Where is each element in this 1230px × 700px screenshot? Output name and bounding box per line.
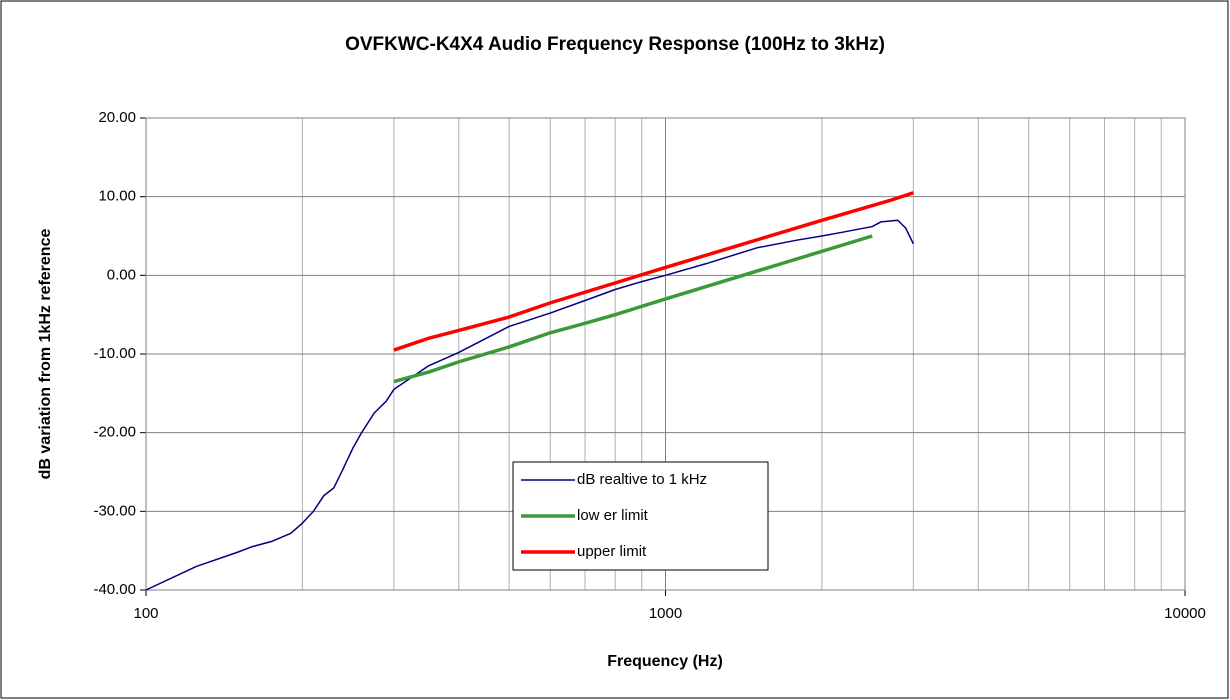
y-tick-label: -30.00 [93, 502, 136, 519]
y-tick-label: -40.00 [93, 581, 136, 598]
series-line [393, 191, 914, 352]
x-tick-label: 100 [133, 605, 158, 622]
y-tick-label: -20.00 [93, 424, 136, 441]
y-tick-label: 20.00 [98, 109, 136, 126]
x-tick-label: 10000 [1164, 605, 1206, 622]
legend-label: low er limit [577, 507, 649, 524]
legend-label: upper limit [577, 543, 647, 560]
y-tick-label: 10.00 [98, 188, 136, 205]
chart-title: OVFKWC-K4X4 Audio Frequency Response (10… [345, 34, 885, 55]
legend-label: dB realtive to 1 kHz [577, 471, 707, 488]
y-axis-label: dB variation from 1kHz reference [37, 229, 54, 480]
y-tick-label: -10.00 [93, 345, 136, 362]
plot-border [145, 117, 1186, 591]
series-line [393, 234, 873, 384]
x-tick-label: 1000 [649, 605, 682, 622]
x-axis-label: Frequency (Hz) [607, 653, 723, 670]
y-tick-label: 0.00 [107, 266, 136, 283]
series-line [145, 219, 915, 591]
